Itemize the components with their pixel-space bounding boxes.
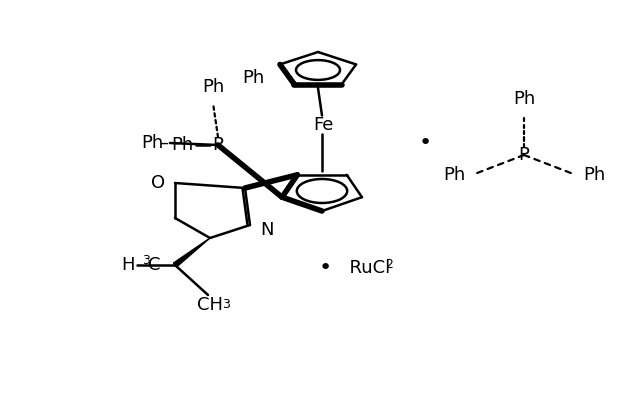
Polygon shape	[280, 64, 296, 86]
Text: C: C	[148, 256, 161, 274]
Text: –: –	[159, 134, 168, 152]
Text: 3: 3	[222, 299, 230, 311]
Text: Fe: Fe	[313, 116, 333, 135]
Text: H: H	[122, 256, 135, 274]
Text: P: P	[212, 136, 223, 154]
Polygon shape	[173, 238, 210, 267]
Text: •: •	[419, 133, 431, 153]
Text: Ph: Ph	[171, 136, 193, 154]
Text: P: P	[518, 146, 529, 164]
Text: Ph: Ph	[202, 78, 224, 96]
Text: Ph: Ph	[443, 166, 465, 184]
Text: Ph: Ph	[141, 134, 163, 152]
Text: O: O	[151, 174, 165, 192]
Text: 2: 2	[385, 257, 393, 271]
Text: RuCl: RuCl	[338, 259, 390, 277]
Text: N: N	[260, 221, 273, 239]
Text: 3: 3	[142, 254, 150, 268]
Text: CH: CH	[197, 296, 223, 314]
Text: Ph: Ph	[513, 90, 535, 108]
Text: •: •	[318, 258, 332, 278]
Text: Ph: Ph	[243, 69, 265, 87]
Text: Ph: Ph	[583, 166, 605, 184]
